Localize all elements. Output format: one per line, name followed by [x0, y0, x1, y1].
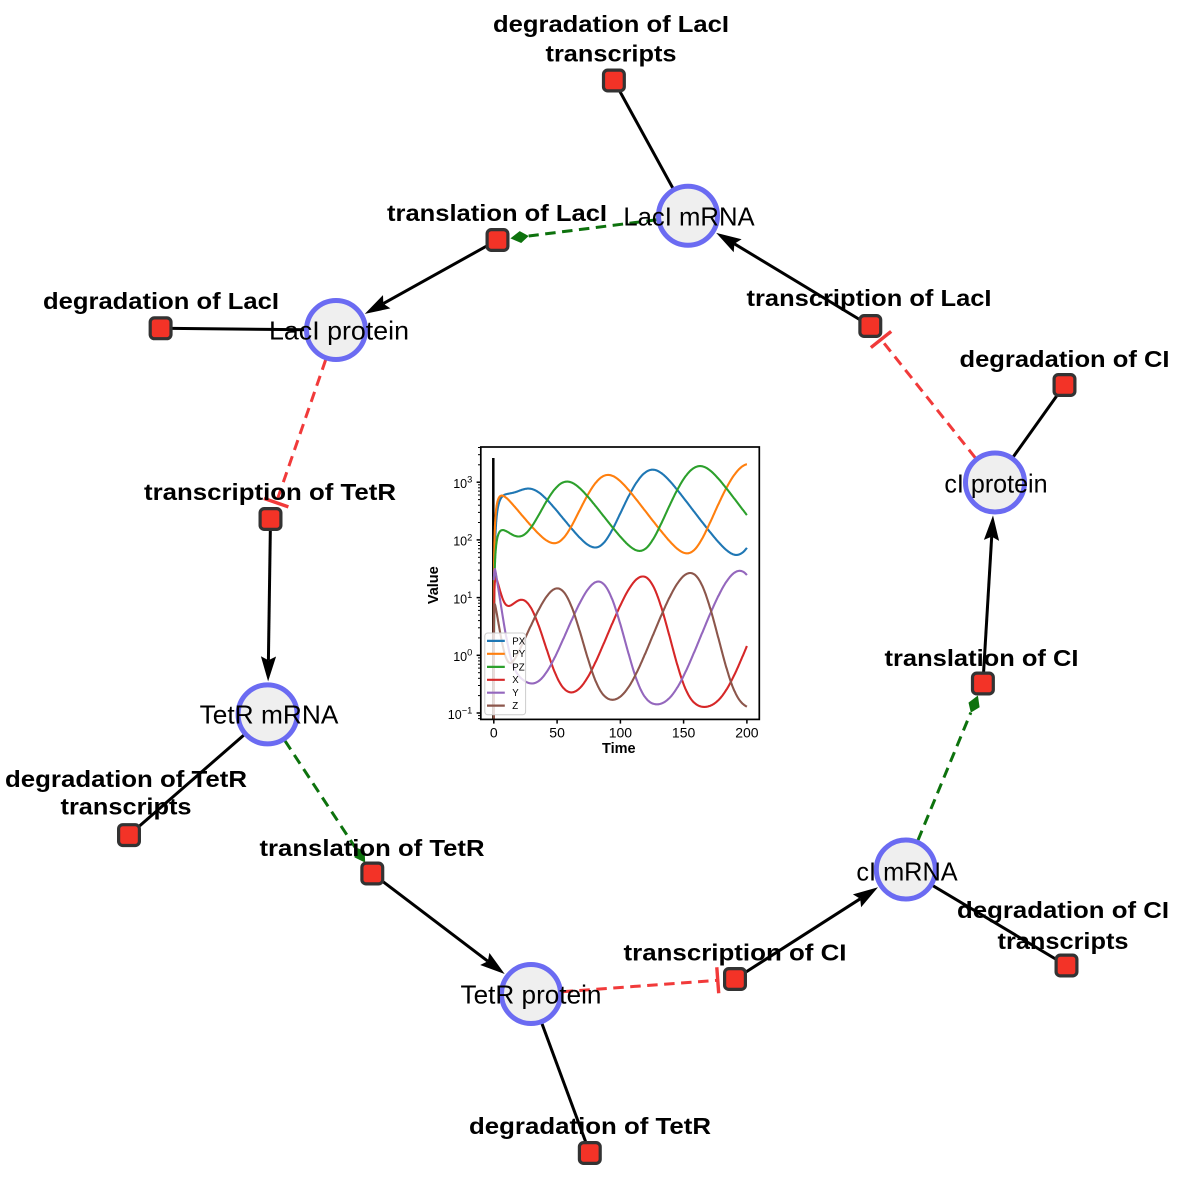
svg-text:Value: Value — [426, 566, 442, 604]
svg-text:200: 200 — [735, 725, 759, 741]
svg-text:translation of LacI: translation of LacI — [387, 200, 607, 226]
svg-text:degradation of CI: degradation of CI — [957, 897, 1169, 923]
svg-text:cI protein: cI protein — [944, 468, 1047, 498]
svg-text:Time: Time — [602, 741, 636, 757]
svg-text:50: 50 — [549, 725, 565, 741]
svg-text:TetR mRNA: TetR mRNA — [200, 699, 339, 729]
svg-text:transcription of LacI: transcription of LacI — [747, 285, 992, 311]
svg-text:degradation of TetR: degradation of TetR — [5, 766, 247, 792]
svg-text:TetR protein: TetR protein — [461, 979, 602, 1009]
svg-text:degradation of LacI: degradation of LacI — [493, 11, 729, 37]
svg-text:Y: Y — [512, 688, 519, 699]
svg-text:LacI mRNA: LacI mRNA — [623, 201, 755, 231]
svg-text:transcripts: transcripts — [998, 928, 1129, 954]
svg-text:cI mRNA: cI mRNA — [856, 856, 958, 886]
svg-text:degradation of LacI: degradation of LacI — [43, 288, 279, 314]
svg-text:X: X — [512, 675, 519, 686]
svg-text:transcription of CI: transcription of CI — [624, 939, 847, 965]
svg-text:translation of CI: translation of CI — [885, 645, 1079, 671]
svg-text:Z: Z — [512, 701, 518, 712]
svg-text:degradation of CI: degradation of CI — [960, 346, 1170, 372]
svg-text:PZ: PZ — [512, 662, 524, 673]
svg-text:transcription of TetR: transcription of TetR — [144, 479, 396, 505]
svg-text:transcripts: transcripts — [546, 40, 677, 66]
svg-text:transcripts: transcripts — [61, 793, 192, 819]
svg-text:translation of TetR: translation of TetR — [260, 835, 485, 861]
svg-text:100: 100 — [609, 725, 633, 741]
svg-text:degradation of TetR: degradation of TetR — [469, 1113, 711, 1139]
svg-text:150: 150 — [672, 725, 696, 741]
svg-text:PX: PX — [512, 636, 525, 647]
svg-text:0: 0 — [490, 725, 498, 741]
svg-text:PY: PY — [512, 649, 525, 660]
svg-text:LacI protein: LacI protein — [269, 315, 409, 345]
